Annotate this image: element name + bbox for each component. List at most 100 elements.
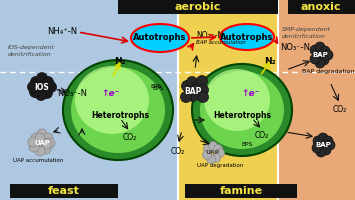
Text: EPS: EPS	[152, 86, 164, 90]
Circle shape	[193, 88, 204, 99]
Text: UAP degradation: UAP degradation	[197, 164, 243, 168]
Text: feast: feast	[48, 186, 80, 196]
Circle shape	[312, 143, 322, 153]
Circle shape	[186, 76, 197, 88]
Text: IOS-dependent: IOS-dependent	[8, 45, 55, 49]
Circle shape	[325, 140, 335, 150]
Ellipse shape	[192, 64, 292, 156]
Bar	[10, 184, 118, 198]
Circle shape	[208, 142, 218, 150]
Text: CO₂: CO₂	[123, 134, 137, 142]
Circle shape	[180, 92, 191, 102]
Text: aerobic: aerobic	[175, 2, 221, 12]
Circle shape	[321, 145, 331, 155]
Circle shape	[310, 45, 320, 55]
Circle shape	[27, 82, 38, 92]
Text: anoxic: anoxic	[301, 2, 341, 12]
Circle shape	[29, 86, 40, 98]
Text: BAP accumulation: BAP accumulation	[196, 40, 246, 46]
Circle shape	[185, 86, 196, 98]
Circle shape	[31, 133, 41, 143]
Text: BAP: BAP	[315, 142, 331, 148]
Text: ↑e⁻: ↑e⁻	[241, 90, 259, 98]
Text: BAP degradation: BAP degradation	[302, 70, 354, 74]
Text: BAP: BAP	[312, 52, 328, 58]
Text: BAP: BAP	[184, 88, 202, 97]
Circle shape	[197, 92, 208, 102]
Circle shape	[37, 82, 48, 92]
Ellipse shape	[204, 69, 270, 131]
Circle shape	[45, 82, 56, 92]
Text: N₂: N₂	[114, 58, 126, 66]
Text: CO₂: CO₂	[171, 148, 185, 156]
Circle shape	[192, 80, 203, 92]
Ellipse shape	[220, 24, 274, 50]
Circle shape	[43, 133, 53, 143]
Circle shape	[197, 84, 208, 96]
Circle shape	[35, 146, 45, 156]
Text: IOS: IOS	[35, 82, 49, 92]
Circle shape	[215, 148, 224, 158]
Circle shape	[37, 129, 47, 139]
Ellipse shape	[200, 71, 284, 149]
Text: NH₄⁺-N: NH₄⁺-N	[47, 27, 77, 36]
Bar	[0, 0, 178, 200]
Circle shape	[37, 72, 48, 84]
Circle shape	[318, 133, 328, 143]
Circle shape	[35, 133, 45, 143]
Text: famine: famine	[219, 186, 263, 196]
Circle shape	[310, 54, 320, 64]
Circle shape	[29, 142, 39, 152]
Text: Heterotrophs: Heterotrophs	[213, 112, 271, 120]
Circle shape	[45, 138, 55, 148]
Ellipse shape	[131, 24, 189, 52]
Ellipse shape	[75, 66, 149, 134]
Circle shape	[315, 42, 325, 52]
Ellipse shape	[63, 60, 173, 160]
Text: N₂: N₂	[264, 58, 276, 66]
Circle shape	[316, 147, 326, 157]
Text: NO₃⁻-N: NO₃⁻-N	[57, 88, 87, 98]
Text: denitrification: denitrification	[282, 34, 326, 40]
Bar	[185, 184, 297, 198]
Circle shape	[187, 90, 198, 102]
Bar	[288, 0, 355, 14]
Text: CO₂: CO₂	[333, 106, 347, 114]
Circle shape	[212, 154, 220, 162]
Circle shape	[36, 90, 47, 100]
Circle shape	[191, 84, 202, 96]
Circle shape	[315, 58, 325, 68]
Text: denitrification: denitrification	[8, 51, 52, 56]
Circle shape	[42, 139, 52, 149]
Circle shape	[202, 150, 212, 160]
Circle shape	[313, 136, 323, 146]
Text: ↑e⁻: ↑e⁻	[101, 90, 119, 98]
Text: NO₂⁻-N: NO₂⁻-N	[196, 31, 223, 40]
Text: EPS: EPS	[150, 84, 162, 88]
Bar	[118, 0, 278, 14]
Circle shape	[181, 80, 192, 92]
Ellipse shape	[71, 67, 165, 153]
Circle shape	[41, 144, 51, 154]
Circle shape	[203, 144, 213, 154]
Circle shape	[323, 136, 333, 146]
Text: UAP accumulation: UAP accumulation	[13, 158, 63, 162]
Circle shape	[28, 137, 38, 147]
Text: Autotrophs: Autotrophs	[220, 32, 274, 42]
Text: UAP: UAP	[206, 150, 220, 156]
Text: SMP-dependent: SMP-dependent	[282, 27, 331, 32]
Circle shape	[43, 76, 54, 88]
Text: CO₂: CO₂	[255, 130, 269, 140]
Text: EPS: EPS	[241, 142, 253, 146]
Circle shape	[38, 137, 48, 147]
Text: Autotrophs: Autotrophs	[133, 33, 187, 43]
Circle shape	[42, 88, 53, 98]
Text: UAP: UAP	[34, 140, 50, 146]
Circle shape	[31, 76, 42, 88]
Circle shape	[197, 75, 208, 86]
Circle shape	[319, 55, 329, 65]
Circle shape	[323, 50, 333, 60]
Bar	[278, 0, 355, 200]
Circle shape	[207, 154, 215, 164]
Text: NO₃⁻-N: NO₃⁻-N	[280, 44, 310, 52]
